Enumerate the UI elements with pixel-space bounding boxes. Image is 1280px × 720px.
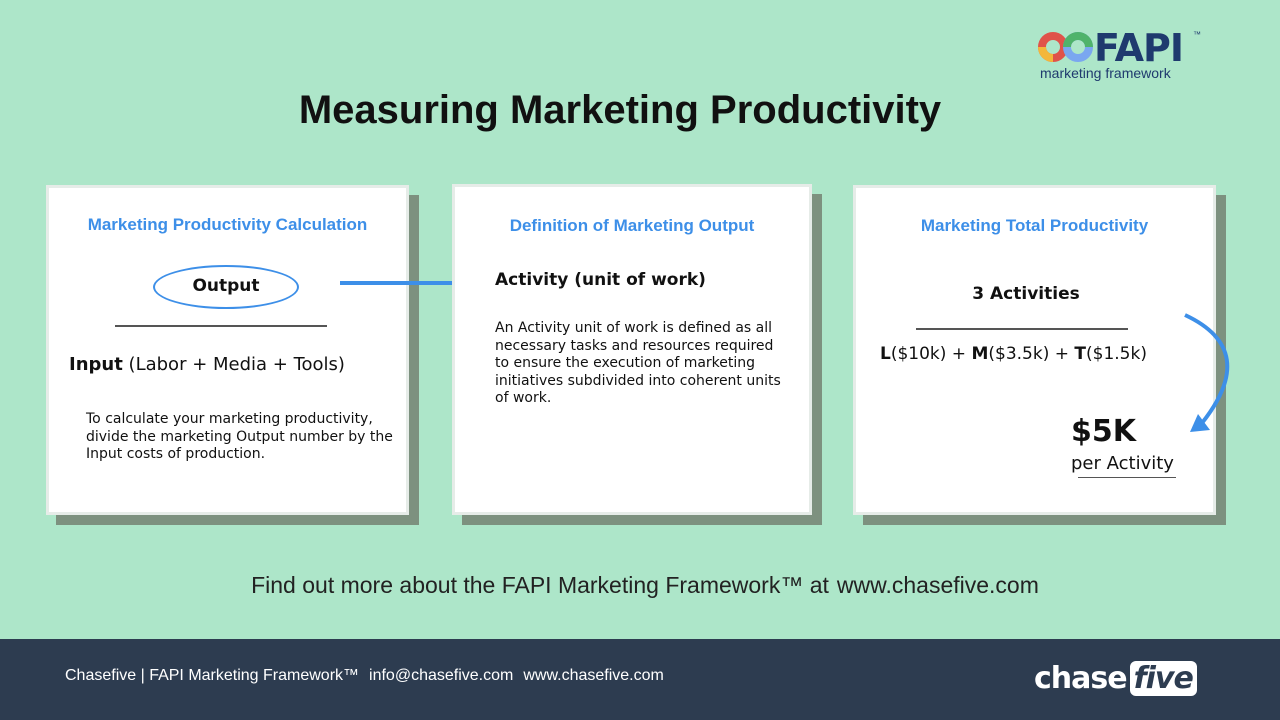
- tools-letter: T: [1074, 344, 1086, 364]
- curved-arrow-icon: [1184, 313, 1230, 432]
- output-ellipse: Output: [153, 265, 299, 309]
- card-productivity-calculation: Marketing Productivity Calculation Outpu…: [46, 185, 409, 515]
- cta-link[interactable]: www.chasefive.com: [836, 572, 1039, 598]
- footer-email-link[interactable]: info@chasefive.com: [369, 667, 514, 684]
- input-components: (Labor + Media + Tools): [122, 354, 345, 375]
- result-unit: per Activity: [1071, 453, 1174, 474]
- activity-heading: Activity (unit of work): [495, 270, 706, 290]
- card-output-definition: Definition of Marketing Output Activity …: [452, 184, 812, 515]
- denominator: Input (Labor + Media + Tools): [69, 354, 345, 375]
- footer-text: Chasefive | FAPI Marketing Framework™: [65, 667, 360, 684]
- page-title: Measuring Marketing Productivity: [298, 88, 942, 132]
- media-cost: ($3.5k) +: [988, 344, 1075, 364]
- result-underline: [1078, 477, 1176, 478]
- result-value: $5K: [1071, 414, 1136, 449]
- fapi-rings-icon: [1038, 32, 1093, 62]
- activities-count: 3 Activities: [972, 284, 1080, 304]
- logo-tagline: marketing framework: [1040, 65, 1171, 81]
- logo-tm: ™: [1193, 30, 1201, 39]
- card-description: To calculate your marketing productivity…: [86, 411, 393, 462]
- cta: Find out more about the FAPI Marketing F…: [0, 572, 1280, 599]
- input-label: Input: [69, 354, 123, 375]
- footer: Chasefive | FAPI Marketing Framework™ inf…: [0, 639, 1280, 720]
- card-total-productivity: Marketing Total Productivity 3 Activitie…: [853, 185, 1216, 515]
- logo-brand: FAPI: [1094, 26, 1184, 70]
- card-title: Definition of Marketing Output: [509, 216, 755, 235]
- cost-formula: L($10k) + M($3.5k) + T($1.5k): [880, 344, 1147, 364]
- cta-text: Find out more about the FAPI Marketing F…: [251, 572, 829, 598]
- labor-cost: ($10k) +: [890, 344, 972, 364]
- card-description: An Activity unit of work is defined as a…: [495, 320, 781, 406]
- chasefive-logo: chase five: [1034, 661, 1197, 696]
- media-letter: M: [971, 344, 989, 364]
- tools-cost: ($1.5k): [1086, 344, 1147, 364]
- labor-letter: L: [880, 344, 891, 364]
- fraction-line: [916, 328, 1128, 330]
- fapi-logo: FAPI ™ marketing framework: [1038, 26, 1208, 85]
- footer-website-link[interactable]: www.chasefive.com: [523, 667, 664, 684]
- card-title: Marketing Total Productivity: [920, 216, 1149, 235]
- card-title: Marketing Productivity Calculation: [87, 215, 368, 234]
- fraction-line: [115, 325, 327, 327]
